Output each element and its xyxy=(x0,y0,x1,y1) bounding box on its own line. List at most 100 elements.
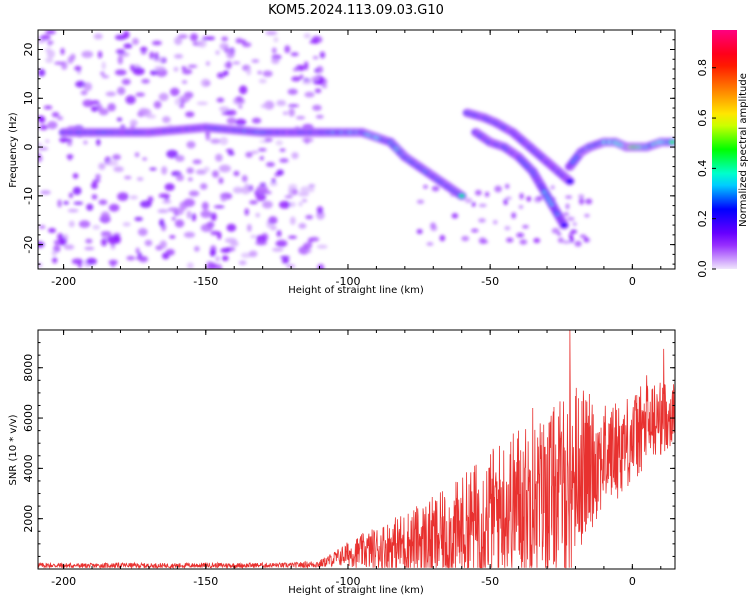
heat-cell xyxy=(154,52,159,61)
heat-cell xyxy=(480,240,489,244)
heat-cell xyxy=(123,43,133,49)
heat-cell xyxy=(563,212,570,217)
heat-cell xyxy=(451,213,459,219)
heat-cell xyxy=(221,111,231,116)
heat-cell xyxy=(536,196,544,201)
heat-cell xyxy=(301,137,314,143)
heat-cell xyxy=(85,238,93,244)
heat-cell xyxy=(100,211,110,220)
heat-cell xyxy=(570,229,578,234)
heat-cell xyxy=(138,255,149,263)
heat-cell xyxy=(519,192,524,200)
heat-cell xyxy=(39,124,48,131)
heat-cell xyxy=(110,244,116,250)
heat-cell xyxy=(207,36,215,41)
heat-cell xyxy=(123,30,130,39)
heat-cell xyxy=(312,55,319,60)
heat-cell xyxy=(516,232,525,238)
heat-cell xyxy=(105,91,117,97)
heat-cell xyxy=(101,61,106,70)
heat-cell xyxy=(319,51,326,59)
heat-cell xyxy=(478,218,486,223)
heat-cell xyxy=(46,40,54,45)
heat-cell xyxy=(64,138,73,142)
y-tick-label: 10 xyxy=(22,91,35,105)
x-tick-label: -50 xyxy=(481,275,499,288)
heat-cell xyxy=(416,229,423,235)
heat-cell xyxy=(131,37,140,45)
heat-cell xyxy=(317,264,325,269)
heat-cell xyxy=(471,228,479,233)
heat-cell xyxy=(136,177,144,181)
heat-cell xyxy=(132,67,145,76)
spectrogram-panel: -200 -150 -100 -50 0 20 10 0 -10 -20 Height of s… xyxy=(8,29,676,296)
x-tick-label: -50 xyxy=(481,575,499,588)
heat-cell xyxy=(45,30,56,35)
heat-cell xyxy=(117,86,126,96)
heat-cell xyxy=(550,185,555,190)
heat-cell xyxy=(522,225,529,229)
heat-cell xyxy=(40,34,51,40)
heat-cell xyxy=(565,195,573,199)
heat-cell xyxy=(238,260,247,266)
heat-cell xyxy=(191,213,197,222)
heat-cell xyxy=(270,225,277,231)
heat-cell xyxy=(478,203,487,208)
heat-cell xyxy=(98,108,109,116)
heat-cell xyxy=(215,50,220,55)
heat-cell xyxy=(303,61,309,71)
heat-cell xyxy=(561,223,567,227)
heat-cell xyxy=(518,205,524,209)
heat-cell xyxy=(492,219,498,225)
heat-cell xyxy=(309,40,318,44)
heat-cell xyxy=(114,69,127,76)
heat-cell xyxy=(201,201,209,211)
y-tick-label: 20 xyxy=(22,43,35,57)
heat-cell xyxy=(223,70,229,76)
colorbar-axis: 0.0 0.2 0.4 0.6 0.8 xyxy=(696,59,716,278)
heat-cell xyxy=(196,101,209,106)
heat-cell xyxy=(166,149,179,159)
heat-cell xyxy=(45,139,50,144)
heat-cell xyxy=(185,111,195,118)
heat-cell xyxy=(108,203,120,212)
heat-cell xyxy=(461,235,470,242)
heat-cell xyxy=(269,181,278,187)
heat-cell xyxy=(506,237,514,243)
heat-cell xyxy=(153,100,162,109)
heat-cell xyxy=(173,67,179,72)
heat-cell xyxy=(280,255,290,259)
heat-cell xyxy=(566,216,575,222)
colorbar: 0.0 0.2 0.4 0.6 0.8 Normalized spectral ampl… xyxy=(696,30,749,278)
heat-cell xyxy=(505,196,512,200)
x-tick-label: -200 xyxy=(51,275,76,288)
heat-cell xyxy=(262,200,273,209)
heat-cell xyxy=(276,101,287,107)
heat-cell xyxy=(256,185,269,193)
heat-cell xyxy=(73,201,84,205)
heat-cell xyxy=(67,56,74,64)
heat-cell xyxy=(316,206,324,214)
heat-cell xyxy=(288,201,296,208)
heat-cell xyxy=(279,158,289,163)
heat-cell xyxy=(271,57,280,65)
heat-cell xyxy=(83,140,88,145)
heat-cell xyxy=(51,111,60,118)
heat-cell xyxy=(569,236,574,244)
heat-cell xyxy=(299,74,304,79)
colorbar-tick-label: 0.8 xyxy=(696,59,709,77)
heat-cell xyxy=(47,121,58,130)
heat-cell xyxy=(431,185,440,192)
heat-cell xyxy=(175,173,184,182)
heat-cell xyxy=(218,164,231,173)
heat-cell xyxy=(248,250,258,258)
heat-cell xyxy=(271,178,276,184)
heat-cell xyxy=(86,257,98,265)
heat-cell xyxy=(278,200,291,209)
heat-cell xyxy=(141,78,150,84)
heat-cell xyxy=(276,230,282,238)
heat-cell xyxy=(134,216,143,222)
heat-cell xyxy=(258,78,267,84)
spectrogram-y-axis: 20 10 0 -10 -20 xyxy=(22,29,675,265)
heat-cell xyxy=(484,191,490,197)
